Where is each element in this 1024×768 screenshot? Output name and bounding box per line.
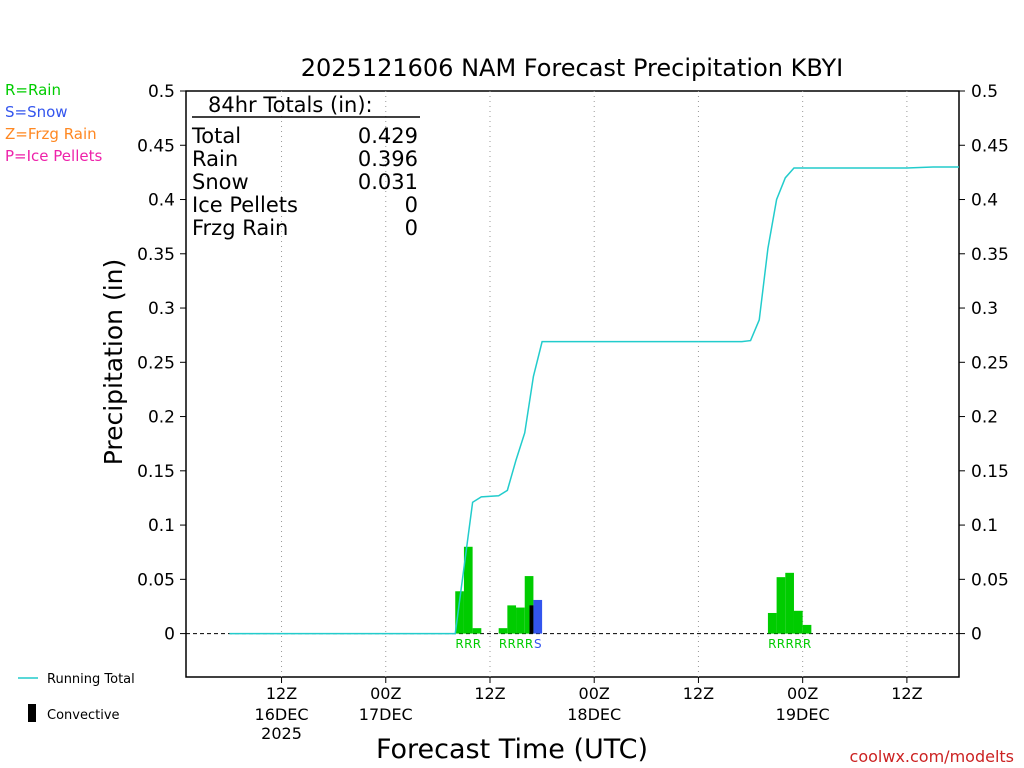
precip-type-label: R <box>785 637 793 651</box>
x-tick-label: 2025 <box>261 724 302 743</box>
legend-snow: S=Snow <box>5 103 68 121</box>
totals-row-label: Frzg Rain <box>192 216 288 240</box>
precip-type-label: R <box>525 637 533 651</box>
y-axis-label: Precipitation (in) <box>99 259 128 466</box>
legend-frzg-rain: Z=Frzg Rain <box>5 125 97 143</box>
precip-bar <box>767 612 777 634</box>
y-tick-label-left: 0.05 <box>137 570 175 590</box>
y-tick-label-left: 0.1 <box>148 516 175 536</box>
x-axis-label: Forecast Time (UTC) <box>376 734 648 765</box>
y-tick-label-left: 0 <box>164 625 175 645</box>
legend-rain: R=Rain <box>5 81 61 99</box>
precip-type-label: R <box>508 637 516 651</box>
precip-bar <box>524 576 534 634</box>
precip-bar <box>455 591 464 634</box>
precip-bar <box>793 610 803 634</box>
y-tick-label-left: 0.3 <box>148 299 175 319</box>
x-tick-label: 00Z <box>579 684 610 703</box>
x-tick-label: 12Z <box>266 684 297 703</box>
convective-bar <box>529 605 534 634</box>
x-tick-label: 00Z <box>787 684 818 703</box>
y-tick-label-left: 0.4 <box>148 191 175 211</box>
totals-rows: Total 0.429 Rain 0.396 Snow 0.031 Ice Pellets 0… <box>191 124 418 240</box>
precip-bar <box>507 605 517 634</box>
x-tick-label: 19DEC <box>776 705 830 724</box>
precipitation-bars <box>455 546 812 634</box>
y-tick-label-right: 0.35 <box>971 245 1009 265</box>
y-tick-label-left: 0.5 <box>148 82 175 102</box>
x-tick-label: 16DEC <box>255 705 309 724</box>
precip-bar <box>776 577 786 634</box>
precip-type-label: R <box>794 637 802 651</box>
y-tick-label-left: 0.15 <box>137 462 175 482</box>
totals-row-label: Total <box>191 124 241 148</box>
y-axis-ticks: 0 00.05 0.050.1 0.10.15 0.150.2 0.20.25 0.250.… <box>137 82 1009 645</box>
precip-type-label: R <box>768 637 776 651</box>
totals-row-label: Rain <box>192 147 238 171</box>
y-tick-label-right: 0.1 <box>971 516 998 536</box>
precip-bar <box>533 599 543 634</box>
y-tick-label-right: 0.2 <box>971 408 998 428</box>
precip-type-label: R <box>473 637 481 651</box>
legend-ice-pellets: P=Ice Pellets <box>5 147 103 165</box>
y-tick-label-right: 0.5 <box>971 82 998 102</box>
precip-type-label: R <box>777 637 785 651</box>
y-tick-label-right: 0.05 <box>971 570 1009 590</box>
x-tick-label: 12Z <box>474 684 505 703</box>
x-tick-label: 18DEC <box>567 705 621 724</box>
precip-bar <box>516 607 525 634</box>
y-tick-label-left: 0.25 <box>137 353 175 373</box>
y-tick-label-right: 0.4 <box>971 191 998 211</box>
credit-link[interactable]: coolwx.com/modelts <box>850 747 1014 766</box>
plot-frame <box>185 90 960 678</box>
precip-type-label: R <box>499 637 507 651</box>
precip-type-label: S <box>534 637 542 651</box>
precip-bar <box>498 628 508 634</box>
y-tick-label-right: 0.3 <box>971 299 998 319</box>
y-tick-label-left: 0.2 <box>148 408 175 428</box>
convective-legend-swatch <box>28 704 36 722</box>
y-tick-label-right: 0.25 <box>971 353 1009 373</box>
chart-title: 2025121606 NAM Forecast Precipitation KB… <box>301 54 843 82</box>
precip-bar <box>785 572 794 634</box>
y-tick-label-right: 0.15 <box>971 462 1009 482</box>
totals-row-value: 0.396 <box>358 147 418 171</box>
totals-row-value: 0.429 <box>358 124 418 148</box>
x-tick-label: 00Z <box>370 684 401 703</box>
precip-type-label: R <box>516 637 524 651</box>
precip-bar <box>802 624 812 634</box>
totals-header: 84hr Totals (in): <box>208 93 373 117</box>
totals-row-label: Ice Pellets <box>192 193 298 217</box>
precip-bar <box>472 628 482 634</box>
running-total-line <box>229 166 959 635</box>
convective-legend-label: Convective <box>47 708 120 723</box>
precip-bar <box>463 546 473 634</box>
totals-box: 84hr Totals (in): Total 0.429 Rain 0.396 Sno… <box>191 93 420 240</box>
y-tick-label-left: 0.35 <box>137 245 175 265</box>
precip-type-legend: R=Rain S=Snow Z=Frzg Rain P=Ice Pellets <box>5 79 102 167</box>
x-tick-label: 12Z <box>683 684 714 703</box>
totals-row-value: 0 <box>405 216 418 240</box>
x-tick-label: 17DEC <box>359 705 413 724</box>
x-tick-label: 12Z <box>891 684 922 703</box>
y-tick-label-left: 0.45 <box>137 136 175 156</box>
totals-row-value: 0 <box>405 193 418 217</box>
precip-type-label: R <box>464 637 472 651</box>
y-tick-label-right: 0 <box>971 625 982 645</box>
precip-type-label: R <box>455 637 463 651</box>
totals-row-value: 0.031 <box>358 170 418 194</box>
totals-row-label: Snow <box>192 170 249 194</box>
precip-type-label: R <box>803 637 811 651</box>
y-tick-label-right: 0.45 <box>971 136 1009 156</box>
running-total-legend-label: Running Total <box>47 672 135 687</box>
